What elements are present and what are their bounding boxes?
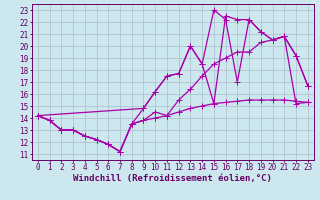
X-axis label: Windchill (Refroidissement éolien,°C): Windchill (Refroidissement éolien,°C): [73, 174, 272, 183]
